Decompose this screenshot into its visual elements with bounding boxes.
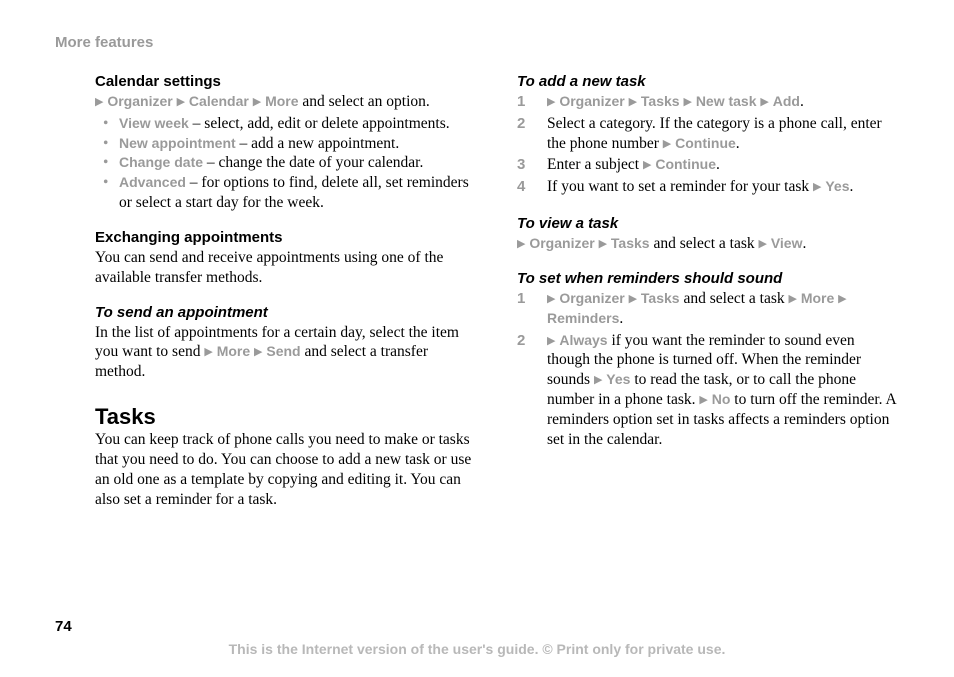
to-add-steps: ▶ Organizer ▶ Tasks ▶ New task ▶ Add. Se… xyxy=(517,92,899,197)
dot: . xyxy=(736,135,740,152)
nav-yes: Yes xyxy=(825,178,849,194)
triangle-icon: ▶ xyxy=(547,335,555,347)
heading-calendar-settings: Calendar settings xyxy=(95,73,477,90)
bullet-view-week: View week – select, add, edit or delete … xyxy=(95,114,477,134)
nav-organizer: Organizer xyxy=(559,93,624,109)
nav-more: More xyxy=(801,290,834,306)
content-columns: Calendar settings ▶ Organizer ▶ Calendar… xyxy=(55,73,899,509)
nav-send: Send xyxy=(266,343,300,359)
nav-add: Add xyxy=(773,93,800,109)
step-mid: and select a task xyxy=(680,290,789,307)
footer-note: This is the Internet version of the user… xyxy=(0,641,954,657)
bullet-advanced: Advanced – for options to find, delete a… xyxy=(95,173,477,213)
nav-organizer: Organizer xyxy=(107,93,172,109)
triangle-icon: ▶ xyxy=(813,181,821,193)
triangle-icon: ▶ xyxy=(683,96,691,108)
triangle-icon: ▶ xyxy=(177,96,185,108)
section-header: More features xyxy=(55,34,899,51)
left-column: Calendar settings ▶ Organizer ▶ Calendar… xyxy=(95,73,477,509)
bullet-desc: – select, add, edit or delete appointmen… xyxy=(189,115,450,132)
to-view-body: ▶ Organizer ▶ Tasks and select a task ▶ … xyxy=(517,234,899,254)
bullet-desc: – change the date of your calendar. xyxy=(203,154,423,171)
page-number: 74 xyxy=(55,618,72,635)
nav-organizer: Organizer xyxy=(529,235,594,251)
heading-to-view: To view a task xyxy=(517,215,899,232)
nav-view: View xyxy=(771,235,803,251)
dot: . xyxy=(850,178,854,195)
bullet-label: Change date xyxy=(119,154,203,170)
triangle-icon: ▶ xyxy=(788,293,796,305)
bullet-new-appt: New appointment – add a new appointment. xyxy=(95,134,477,154)
step-1: ▶ Organizer ▶ Tasks ▶ New task ▶ Add. xyxy=(517,92,899,112)
heading-exchanging: Exchanging appointments xyxy=(95,229,477,246)
step-pre: If you want to set a reminder for your t… xyxy=(547,178,813,195)
bullet-label: Advanced xyxy=(119,174,186,190)
triangle-icon: ▶ xyxy=(699,394,707,406)
bullet-label: New appointment xyxy=(119,135,236,151)
step-2: ▶ Always if you want the reminder to sou… xyxy=(517,331,899,450)
triangle-icon: ▶ xyxy=(599,238,607,250)
nav-tasks: Tasks xyxy=(641,290,680,306)
nav-tasks: Tasks xyxy=(611,235,650,251)
nav-calendar: Calendar xyxy=(189,93,249,109)
dot: . xyxy=(802,235,806,252)
calendar-settings-bullets: View week – select, add, edit or delete … xyxy=(95,114,477,213)
bullet-change-date: Change date – change the date of your ca… xyxy=(95,153,477,173)
triangle-icon: ▶ xyxy=(95,96,103,108)
triangle-icon: ▶ xyxy=(643,159,651,171)
triangle-icon: ▶ xyxy=(629,96,637,108)
to-view-mid: and select a task xyxy=(650,235,759,252)
nav-continue: Continue xyxy=(655,156,716,172)
triangle-icon: ▶ xyxy=(517,238,525,250)
tasks-body: You can keep track of phone calls you ne… xyxy=(95,430,477,509)
step-1: ▶ Organizer ▶ Tasks and select a task ▶ … xyxy=(517,289,899,329)
heading-tasks: Tasks xyxy=(95,404,477,430)
triangle-icon: ▶ xyxy=(838,293,846,305)
nav-continue: Continue xyxy=(675,135,736,151)
exchanging-body: You can send and receive appointments us… xyxy=(95,248,477,288)
triangle-icon: ▶ xyxy=(204,346,212,358)
nav-more: More xyxy=(217,343,250,359)
triangle-icon: ▶ xyxy=(629,293,637,305)
triangle-icon: ▶ xyxy=(254,346,262,358)
bullet-label: View week xyxy=(119,115,189,131)
triangle-icon: ▶ xyxy=(547,96,555,108)
nav-tail: and select an option. xyxy=(299,93,430,110)
nav-tasks: Tasks xyxy=(641,93,680,109)
heading-to-set: To set when reminders should sound xyxy=(517,270,899,287)
to-set-steps: ▶ Organizer ▶ Tasks and select a task ▶ … xyxy=(517,289,899,450)
nav-new-task: New task xyxy=(696,93,757,109)
dot: . xyxy=(716,156,720,173)
triangle-icon: ▶ xyxy=(547,293,555,305)
nav-no: No xyxy=(712,391,731,407)
step-pre: Enter a subject xyxy=(547,156,643,173)
triangle-icon: ▶ xyxy=(594,374,602,386)
dot: . xyxy=(619,310,623,327)
heading-to-add: To add a new task xyxy=(517,73,899,90)
nav-organizer: Organizer xyxy=(559,290,624,306)
to-send-body: In the list of appointments for a certai… xyxy=(95,323,477,382)
dot: . xyxy=(800,93,804,110)
triangle-icon: ▶ xyxy=(760,96,768,108)
right-column: To add a new task ▶ Organizer ▶ Tasks ▶ … xyxy=(517,73,899,509)
nav-more: More xyxy=(265,93,298,109)
calendar-settings-nav: ▶ Organizer ▶ Calendar ▶ More and select… xyxy=(95,92,477,112)
heading-to-send: To send an appointment xyxy=(95,304,477,321)
step-2: Select a category. If the category is a … xyxy=(517,114,899,154)
nav-always: Always xyxy=(559,332,607,348)
nav-yes: Yes xyxy=(606,371,630,387)
step-4: If you want to set a reminder for your t… xyxy=(517,177,899,197)
step-3: Enter a subject ▶ Continue. xyxy=(517,155,899,175)
nav-reminders: Reminders xyxy=(547,310,619,326)
bullet-desc: – add a new appointment. xyxy=(236,135,400,152)
triangle-icon: ▶ xyxy=(253,96,261,108)
triangle-icon: ▶ xyxy=(663,138,671,150)
triangle-icon: ▶ xyxy=(758,238,766,250)
